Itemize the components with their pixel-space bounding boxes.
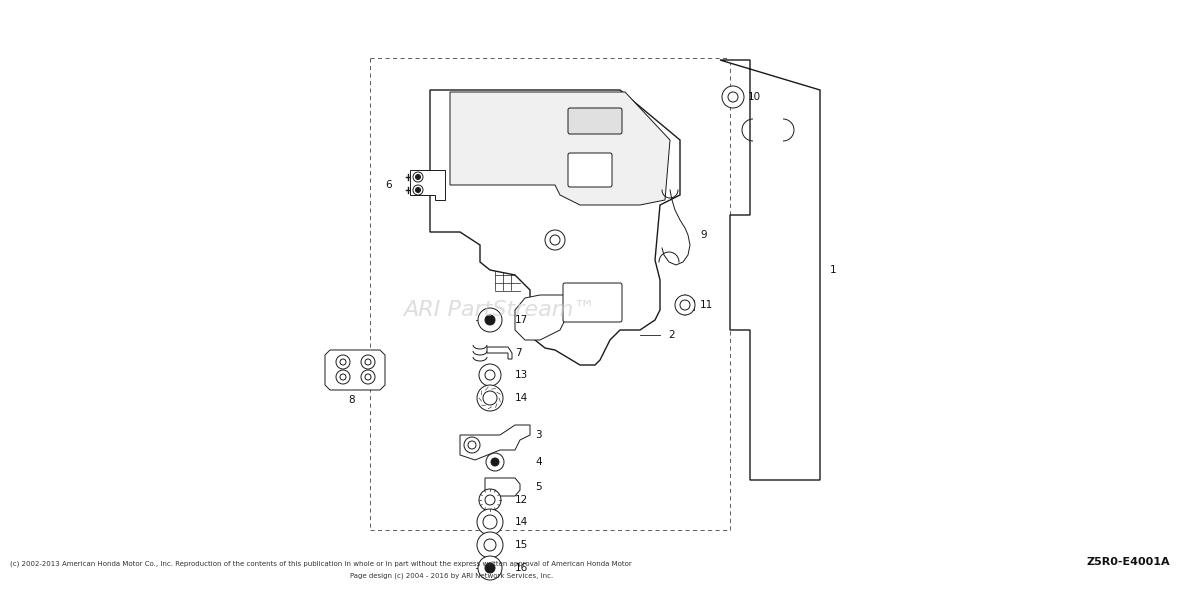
Text: 9: 9 [700, 230, 707, 240]
Circle shape [413, 185, 422, 195]
Text: Page design (c) 2004 - 2016 by ARI Network Services, Inc.: Page design (c) 2004 - 2016 by ARI Netwo… [350, 573, 553, 579]
Polygon shape [487, 347, 512, 359]
Circle shape [468, 441, 476, 449]
Text: 3: 3 [535, 430, 542, 440]
Circle shape [478, 556, 502, 580]
Circle shape [336, 355, 350, 369]
Text: 17: 17 [514, 315, 529, 325]
Text: 14: 14 [514, 517, 529, 527]
Text: 10: 10 [748, 92, 761, 102]
Polygon shape [450, 92, 670, 205]
Text: Z5R0-E4001A: Z5R0-E4001A [1087, 557, 1171, 567]
Circle shape [478, 308, 502, 332]
Polygon shape [720, 60, 820, 480]
Circle shape [479, 364, 502, 386]
FancyBboxPatch shape [568, 153, 612, 187]
Circle shape [485, 495, 494, 505]
Text: 2: 2 [668, 330, 675, 340]
Polygon shape [324, 350, 385, 390]
Circle shape [340, 374, 346, 380]
Text: 8: 8 [348, 395, 355, 405]
Circle shape [483, 391, 497, 405]
Circle shape [477, 385, 503, 411]
Polygon shape [460, 425, 530, 460]
Circle shape [336, 370, 350, 384]
Circle shape [477, 509, 503, 535]
Text: 12: 12 [514, 495, 529, 505]
Text: 7: 7 [514, 348, 522, 358]
Polygon shape [409, 170, 445, 200]
Text: 13: 13 [514, 370, 529, 380]
Circle shape [483, 515, 497, 529]
Polygon shape [485, 478, 520, 496]
Circle shape [550, 235, 560, 245]
Circle shape [361, 370, 375, 384]
FancyBboxPatch shape [563, 283, 622, 322]
Circle shape [491, 458, 499, 466]
Circle shape [680, 300, 690, 310]
Circle shape [485, 370, 494, 380]
FancyBboxPatch shape [568, 108, 622, 134]
Circle shape [365, 359, 371, 365]
Text: 11: 11 [700, 300, 713, 310]
Circle shape [545, 230, 565, 250]
Circle shape [485, 563, 494, 573]
Circle shape [413, 172, 422, 182]
Text: 1: 1 [830, 265, 837, 275]
Text: 15: 15 [514, 540, 529, 550]
Text: 6: 6 [385, 180, 392, 190]
Circle shape [464, 437, 480, 453]
Text: 5: 5 [535, 482, 542, 492]
Text: (c) 2002-2013 American Honda Motor Co., Inc. Reproduction of the contents of thi: (c) 2002-2013 American Honda Motor Co., … [9, 561, 631, 567]
Polygon shape [430, 90, 680, 365]
Text: 16: 16 [514, 563, 529, 573]
Text: 14: 14 [514, 393, 529, 403]
Text: 4: 4 [535, 457, 542, 467]
Circle shape [722, 86, 745, 108]
Circle shape [728, 92, 738, 102]
Circle shape [361, 355, 375, 369]
Circle shape [479, 489, 502, 511]
Circle shape [477, 532, 503, 558]
Circle shape [486, 453, 504, 471]
Polygon shape [514, 295, 570, 340]
Text: ARI PartStream™: ARI PartStream™ [404, 300, 596, 320]
Circle shape [484, 539, 496, 551]
Circle shape [340, 359, 346, 365]
Circle shape [675, 295, 695, 315]
Circle shape [548, 302, 563, 318]
Circle shape [485, 315, 494, 325]
Circle shape [415, 174, 420, 180]
Circle shape [365, 374, 371, 380]
Circle shape [415, 187, 420, 193]
